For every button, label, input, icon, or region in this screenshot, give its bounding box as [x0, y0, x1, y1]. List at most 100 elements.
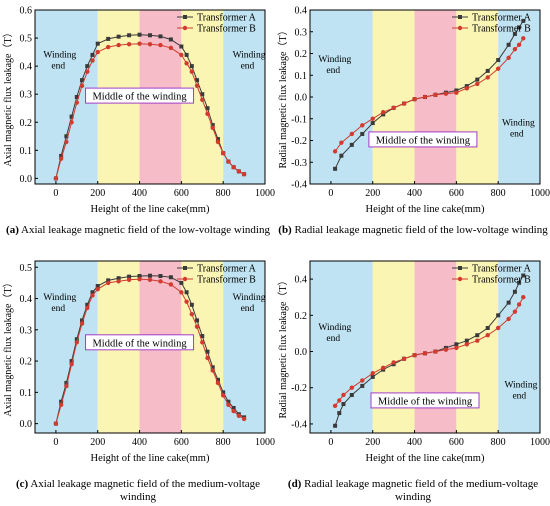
- chart-b: 0 200 400 600 800 1000 -0.4 -0.3 -0.2 -0.1 0.0 0.1 0…: [277, 6, 550, 216]
- data-point-transformer-b: [475, 338, 480, 343]
- data-point-transformer-a: [341, 402, 346, 407]
- region-band-1: [372, 10, 415, 184]
- middle-label-box: [85, 87, 195, 104]
- region-band-3: [456, 10, 499, 184]
- data-point-transformer-a: [59, 153, 64, 158]
- y-tick-label: 0.6: [20, 6, 33, 17]
- y-axis-title: Axial magnetic flux leakage（T）: [2, 27, 14, 166]
- winding-end-label-line: end: [326, 334, 340, 344]
- data-point-transformer-a: [95, 41, 100, 46]
- data-point-transformer-a: [64, 134, 69, 139]
- data-point-transformer-b: [412, 352, 417, 358]
- x-tick-label: 200: [365, 188, 380, 199]
- legend-marker-square: [183, 266, 187, 270]
- data-point-transformer-b: [516, 42, 522, 47]
- data-point-transformer-b: [194, 324, 200, 329]
- data-point-transformer-a: [210, 123, 215, 128]
- data-point-transformer-b: [64, 139, 69, 145]
- legend-label: Transformer B: [197, 275, 256, 286]
- middle-label-box: [85, 334, 195, 351]
- y-tick-label: 0.1: [295, 71, 308, 82]
- data-point-transformer-a: [333, 166, 338, 171]
- data-point-transformer-a: [512, 31, 517, 36]
- x-tick-label: 0: [328, 437, 333, 448]
- data-point-transformer-a: [475, 333, 480, 338]
- data-point-transformer-b: [521, 295, 526, 300]
- data-point-transformer-a: [231, 405, 236, 410]
- legend-marker-circle: [457, 276, 463, 282]
- data-point-transformer-a: [454, 342, 459, 347]
- x-tick-label: 1000: [530, 188, 550, 199]
- data-point-transformer-a: [137, 274, 142, 279]
- winding-end-label-line: Winding: [43, 51, 76, 61]
- data-point-transformer-a: [85, 302, 90, 307]
- data-point-transformer-a: [184, 52, 189, 57]
- middle-label: Middle of the winding: [92, 92, 187, 103]
- data-point-transformer-a: [360, 131, 365, 136]
- data-point-transformer-b: [95, 49, 100, 55]
- chart-c: 0 200 400 600 800 1000 0.0 0.1 0.2 0.3 0.4 0.5 Heigh…: [2, 260, 275, 464]
- data-point-transformer-b: [231, 408, 236, 414]
- data-point-transformer-a: [106, 36, 111, 41]
- data-point-transformer-a: [349, 392, 354, 397]
- y-tick-label: 0.1: [20, 388, 33, 399]
- data-point-transformer-b: [332, 403, 338, 409]
- y-tick-label: 0.2: [20, 357, 33, 368]
- data-point-transformer-b: [422, 94, 428, 100]
- middle-label-box: [368, 131, 478, 148]
- data-point-transformer-a: [158, 34, 163, 39]
- data-point-transformer-a: [506, 42, 511, 47]
- data-point-transformer-b: [443, 91, 449, 96]
- data-point-transformer-b: [189, 311, 195, 317]
- data-point-transformer-b: [126, 42, 132, 47]
- data-point-transformer-b: [116, 279, 121, 284]
- y-tick-label: 0.2: [295, 49, 308, 60]
- legend-label: Transformer B: [472, 24, 531, 35]
- data-point-transformer-b: [370, 116, 375, 121]
- data-point-transformer-a: [106, 278, 111, 283]
- data-point-transformer-a: [168, 37, 173, 42]
- data-point-transformer-a: [184, 290, 189, 295]
- winding-end-label-line: Winding: [43, 293, 76, 303]
- data-point-transformer-b: [184, 61, 189, 66]
- data-point-transformer-b: [485, 75, 490, 80]
- winding-end-label-line: end: [512, 392, 526, 402]
- data-point-transformer-a: [521, 273, 526, 278]
- data-point-transformer-b: [64, 383, 69, 389]
- data-point-transformer-b: [179, 290, 184, 295]
- winding-end-label: Winding end: [233, 293, 266, 314]
- data-point-transformer-b: [370, 371, 375, 376]
- data-point-transformer-a: [339, 153, 344, 158]
- y-axis-title: Axial magnetic flux leakage（T）: [2, 277, 14, 416]
- y-tick-label: 0.0: [295, 347, 308, 358]
- data-point-transformer-a: [205, 349, 210, 354]
- y-tick-label: 0.3: [295, 27, 308, 38]
- y-axis-title: Radial magnetic flux leakage（T）: [277, 25, 289, 168]
- data-point-transformer-a: [370, 374, 375, 379]
- caption-d-text: Radial leakage magnetic field of the med…: [304, 478, 539, 503]
- data-point-transformer-b: [339, 140, 344, 145]
- plot-frame: [309, 260, 541, 434]
- data-point-transformer-a: [337, 411, 342, 416]
- x-tick-label: 0: [53, 188, 58, 199]
- data-point-transformer-b: [443, 347, 449, 352]
- data-point-transformer-b: [74, 340, 80, 345]
- series-line-transformer-b: [334, 296, 524, 407]
- data-point-transformer-b: [485, 333, 490, 338]
- data-point-transformer-a: [74, 95, 79, 99]
- y-tick-label: 0.3: [20, 325, 33, 336]
- data-point-transformer-b: [380, 365, 386, 371]
- plot-frame: [34, 260, 266, 434]
- data-point-transformer-b: [53, 421, 59, 426]
- data-point-transformer-b: [236, 169, 242, 174]
- legend-marker-square: [458, 266, 462, 270]
- data-point-transformer-b: [205, 111, 210, 117]
- data-point-transformer-a: [200, 334, 205, 339]
- x-axis-title: Height of the line cake(mm): [91, 453, 210, 464]
- x-tick-label: 800: [491, 188, 506, 199]
- data-point-transformer-b: [53, 176, 59, 181]
- data-point-transformer-b: [210, 125, 215, 131]
- data-point-transformer-a: [506, 300, 511, 305]
- data-point-transformer-b: [516, 302, 522, 307]
- data-point-transformer-a: [80, 318, 85, 323]
